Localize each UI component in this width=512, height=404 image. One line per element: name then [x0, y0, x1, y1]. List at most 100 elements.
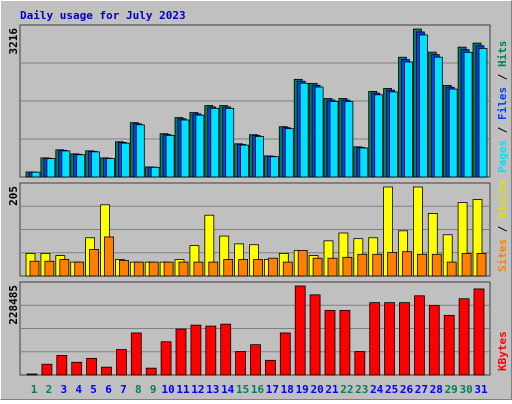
bar: [76, 154, 86, 178]
bar: [135, 124, 145, 178]
bar: [250, 344, 261, 376]
bar: [354, 351, 366, 376]
x-tick-label: 17: [266, 383, 279, 396]
bar: [431, 253, 442, 277]
bar: [41, 363, 53, 376]
bar: [91, 151, 100, 178]
legend: KBytes: [496, 331, 509, 371]
bar: [180, 119, 190, 178]
x-tick-label: 13: [206, 383, 219, 396]
x-tick-label: 30: [459, 383, 472, 396]
bar: [264, 359, 276, 376]
bar: [71, 361, 83, 376]
x-tick-label: 29: [445, 383, 458, 396]
bar: [284, 128, 294, 178]
x-tick-label: 1: [31, 383, 38, 396]
bar: [205, 325, 217, 376]
x-tick-label: 4: [75, 383, 82, 396]
bar: [372, 253, 383, 277]
bar: [223, 259, 234, 277]
bar: [413, 295, 425, 376]
bar: [255, 136, 264, 178]
bar: [269, 156, 279, 178]
bar: [104, 236, 114, 277]
legend-entry: Pages: [496, 140, 509, 173]
bar: [240, 144, 250, 178]
bar: [46, 158, 56, 178]
bar: [374, 94, 384, 178]
bar: [458, 298, 470, 376]
bar: [190, 324, 202, 376]
bar: [433, 56, 443, 178]
y-max-label: 228485: [7, 285, 20, 325]
bar: [384, 302, 396, 376]
x-tick-label: 16: [251, 383, 265, 396]
legend-separator: /: [496, 120, 509, 140]
bar: [448, 88, 458, 178]
bar: [101, 366, 112, 376]
bar: [119, 259, 129, 277]
bar: [160, 341, 172, 376]
bar: [297, 249, 308, 277]
bar: [150, 166, 160, 178]
bar: [175, 328, 187, 376]
bar: [26, 373, 38, 376]
bar: [210, 107, 220, 178]
bar: [389, 91, 399, 178]
legend-entry: KBytes: [496, 331, 509, 371]
bar: [294, 285, 306, 376]
x-tick-label: 5: [90, 383, 97, 396]
bar: [279, 332, 291, 376]
x-tick-label: 20: [310, 383, 323, 396]
legend-entry: Hits: [496, 41, 509, 68]
bar: [145, 367, 157, 376]
x-tick-label: 27: [415, 383, 428, 396]
bar: [148, 261, 159, 277]
bar: [89, 249, 99, 277]
x-tick-label: 6: [105, 383, 112, 396]
bar: [339, 310, 351, 376]
bar: [61, 150, 71, 178]
x-tick-label: 19: [296, 383, 309, 396]
bar: [357, 253, 368, 277]
bar: [165, 135, 175, 178]
bar: [220, 323, 232, 376]
bar: [404, 61, 413, 178]
y-max-label: 205: [7, 186, 20, 206]
bar: [44, 260, 55, 277]
bar: [478, 48, 488, 178]
bar: [329, 101, 339, 178]
bar: [267, 257, 278, 277]
bar: [130, 332, 142, 376]
bar: [238, 259, 249, 277]
bar: [399, 302, 410, 376]
bar: [327, 257, 338, 277]
x-tick-label: 24: [370, 383, 384, 396]
x-tick-label: 7: [120, 383, 127, 396]
x-tick-label: 12: [191, 383, 204, 396]
bar: [402, 251, 412, 277]
bar: [428, 305, 440, 376]
bar: [463, 51, 473, 178]
x-tick-label: 3: [60, 383, 67, 396]
bar: [56, 355, 68, 376]
y-max-label: 3216: [7, 28, 20, 55]
bar: [116, 349, 127, 376]
bar: [443, 314, 455, 376]
bar: [106, 158, 115, 178]
chart-title: Daily usage for July 2023: [20, 9, 186, 22]
bar: [29, 260, 40, 277]
bar: [309, 294, 321, 376]
legend-separator: /: [496, 67, 509, 87]
bar: [369, 302, 381, 376]
bar: [193, 261, 204, 277]
bar: [299, 82, 309, 178]
bar: [461, 253, 472, 277]
bar: [31, 171, 41, 178]
bar: [387, 252, 398, 277]
bar: [133, 261, 144, 277]
bar: [86, 357, 97, 376]
x-tick-label: 2: [46, 383, 53, 396]
